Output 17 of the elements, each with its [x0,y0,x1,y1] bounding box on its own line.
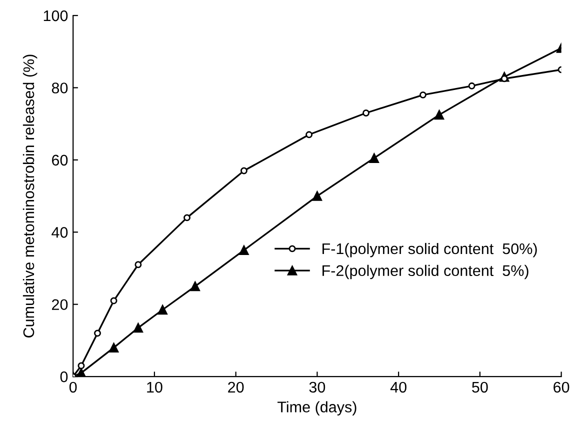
y-tick-label: 20 [52,299,68,310]
x-tick-label: 0 [69,382,77,393]
x-axis-title: Time (days) [278,401,356,416]
x-tick-label: 50 [472,382,488,393]
y-tick-label: 80 [52,82,68,94]
legend-label: F-1(polymer solid content 50%) [322,242,537,258]
x-tick-label: 20 [228,382,244,393]
x-tick-label: 30 [309,382,326,393]
y-axis-title: Cumulative metominostrobin released (%) [22,54,38,338]
x-tick-label: 10 [147,382,162,393]
y-tick-label: 60 [52,154,68,166]
legend-label: F-2(polymer solid content 5%) [322,264,528,280]
x-tick-label: 40 [390,382,406,393]
y-tick-label: 100 [44,10,68,22]
x-tick-label: 60 [554,382,570,393]
y-tick-label: 40 [52,227,68,238]
y-tick-label: 0 [60,371,68,382]
